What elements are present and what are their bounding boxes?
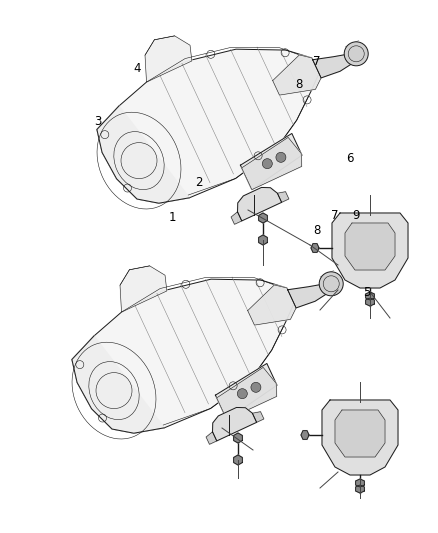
Polygon shape bbox=[242, 138, 302, 190]
Polygon shape bbox=[277, 192, 289, 203]
Polygon shape bbox=[301, 431, 309, 439]
Polygon shape bbox=[311, 244, 319, 252]
Polygon shape bbox=[145, 36, 192, 82]
Polygon shape bbox=[97, 49, 319, 203]
Polygon shape bbox=[240, 133, 302, 190]
Polygon shape bbox=[72, 336, 164, 433]
Text: 3: 3 bbox=[94, 115, 102, 128]
Circle shape bbox=[237, 389, 247, 399]
Polygon shape bbox=[313, 54, 354, 78]
Polygon shape bbox=[206, 432, 217, 445]
Polygon shape bbox=[366, 298, 374, 306]
Polygon shape bbox=[237, 188, 282, 221]
Polygon shape bbox=[366, 292, 374, 300]
Polygon shape bbox=[233, 433, 242, 443]
Polygon shape bbox=[97, 106, 190, 203]
Polygon shape bbox=[212, 407, 257, 441]
Text: 5: 5 bbox=[364, 286, 371, 298]
Polygon shape bbox=[335, 410, 385, 457]
Polygon shape bbox=[233, 455, 242, 465]
Circle shape bbox=[344, 42, 368, 66]
Circle shape bbox=[319, 272, 343, 296]
Text: 9: 9 bbox=[353, 209, 360, 222]
Polygon shape bbox=[288, 284, 329, 308]
Polygon shape bbox=[217, 367, 277, 419]
Circle shape bbox=[262, 159, 272, 168]
Polygon shape bbox=[356, 479, 364, 487]
Polygon shape bbox=[356, 485, 364, 493]
Text: 8: 8 bbox=[296, 78, 303, 91]
Polygon shape bbox=[120, 266, 167, 312]
Polygon shape bbox=[72, 279, 294, 433]
Text: 6: 6 bbox=[346, 152, 353, 165]
Circle shape bbox=[276, 152, 286, 163]
Polygon shape bbox=[345, 223, 395, 270]
Polygon shape bbox=[259, 213, 267, 223]
Polygon shape bbox=[332, 213, 408, 288]
Polygon shape bbox=[252, 411, 264, 422]
Text: 7: 7 bbox=[313, 55, 321, 68]
Text: 4: 4 bbox=[134, 62, 141, 75]
Polygon shape bbox=[231, 212, 242, 224]
Polygon shape bbox=[248, 285, 296, 325]
Polygon shape bbox=[273, 55, 321, 95]
Polygon shape bbox=[259, 235, 267, 245]
Text: 2: 2 bbox=[195, 176, 202, 189]
Circle shape bbox=[251, 382, 261, 392]
Text: 7: 7 bbox=[331, 209, 338, 222]
Polygon shape bbox=[322, 400, 398, 475]
Polygon shape bbox=[215, 364, 277, 419]
Text: 1: 1 bbox=[169, 211, 176, 224]
Text: 8: 8 bbox=[313, 224, 321, 237]
